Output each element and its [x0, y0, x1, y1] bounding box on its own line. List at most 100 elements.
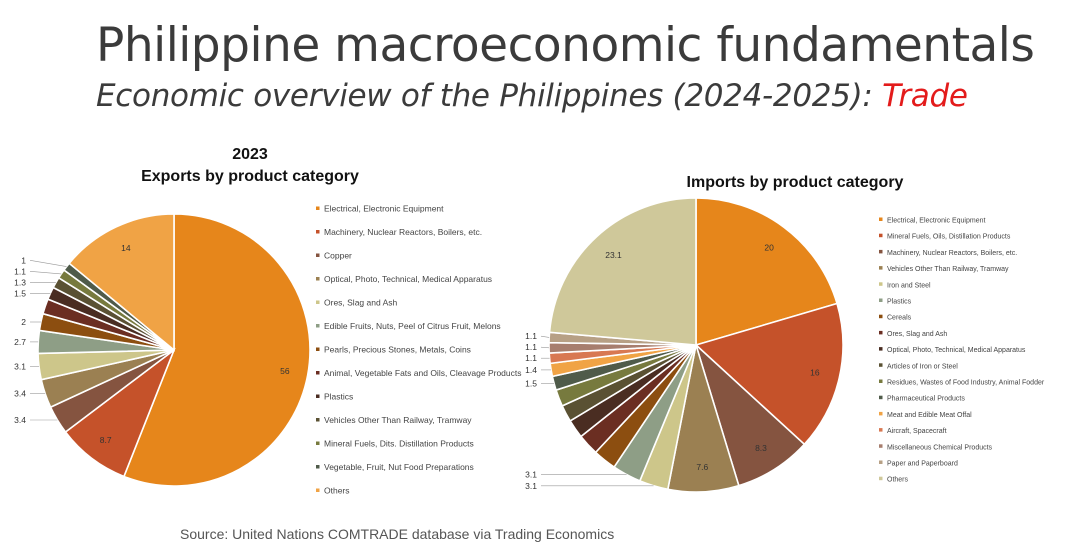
exports-legend-label-13: Others: [324, 486, 350, 496]
exports-data-label-1: 56: [280, 366, 290, 376]
imports-legend-swatch-1: [879, 217, 883, 221]
imports-leader-line-16: [540, 335, 550, 338]
imports-legend-swatch-17: [879, 476, 883, 481]
exports-legend-swatch-12: [316, 465, 320, 469]
exports-legend-swatch-7: [316, 347, 320, 351]
exports-data-label-5: 3.1: [14, 362, 26, 372]
imports-data-label-17: 23.1: [605, 250, 622, 260]
exports-legend-swatch-8: [316, 371, 320, 375]
exports-data-label-3: 3.4: [14, 415, 26, 425]
subtitle-text: Economic overview of the Philippines (20…: [96, 78, 883, 114]
exports-legend-label-2: Machinery, Nuclear Reactors, Boilers, et…: [324, 227, 482, 237]
imports-legend-swatch-7: [879, 314, 883, 319]
imports-slice-17: [548, 197, 697, 346]
imports-legend: Electrical, Electronic Equipment Mineral …: [879, 217, 1045, 484]
exports-legend-label-1: Electrical, Electronic Equipment: [324, 204, 444, 214]
exports-legend-label-3: Copper: [324, 251, 352, 261]
imports-data-label-6: 3.1: [525, 470, 537, 480]
imports-legend-label-11: Residues, Wastes of Food Industry, Anima…: [887, 380, 1045, 387]
imports-legend-swatch-8: [879, 330, 883, 335]
imports-slice-1: [695, 197, 839, 347]
imports-legend-label-7: Cereals: [887, 315, 912, 322]
imports-legend-label-2: Mineral Fuels, Oils, Distillation Produc…: [887, 234, 1011, 241]
exports-legend: Electrical, Electronic Equipment Machiner…: [316, 204, 522, 496]
exports-heading: Exports by product category: [141, 168, 359, 185]
imports-legend-swatch-2: [879, 233, 883, 238]
imports-legend-label-12: Pharmaceutical Products: [887, 396, 965, 403]
imports-data-label-12: 1.5: [525, 378, 537, 388]
exports-legend-swatch-11: [316, 441, 320, 445]
imports-legend-swatch-6: [879, 298, 883, 302]
imports-legend-label-8: Ores, Slag and Ash: [887, 331, 947, 338]
exports-data-label-9: 1.5: [14, 288, 26, 298]
exports-data-label-11: 1.1: [14, 266, 26, 276]
exports-legend-label-9: Plastics: [324, 392, 353, 402]
imports-data-label-16: 1.1: [525, 331, 537, 341]
exports-legend-label-12: Vegetable, Fruit, Nut Food Preparations: [324, 462, 474, 472]
imports-legend-swatch-12: [879, 395, 883, 400]
imports-legend-swatch-14: [879, 428, 883, 432]
exports-legend-swatch-2: [316, 230, 320, 234]
imports-legend-label-13: Meat and Edible Meat Offal: [887, 412, 972, 419]
imports-legend-swatch-13: [879, 411, 883, 416]
exports-legend-swatch-5: [316, 300, 320, 304]
imports-data-label-4: 7.6: [696, 462, 708, 472]
imports-legend-label-6: Plastics: [887, 299, 912, 306]
exports-legend-label-5: Ores, Slag and Ash: [324, 298, 398, 308]
imports-legend-label-10: Articles of Iron or Steel: [887, 363, 958, 370]
exports-legend-label-7: Pearls, Precious Stones, Metals, Coins: [324, 345, 471, 355]
page-subtitle: Economic overview of the Philippines (20…: [96, 78, 968, 114]
exports-leader-line-11: [29, 271, 62, 275]
exports-legend-label-10: Vehicles Other Than Railway, Tramway: [324, 415, 472, 425]
page-title: Philippine macroeconomic fundamentals: [96, 18, 1035, 73]
imports-legend-label-5: Iron and Steel: [887, 282, 931, 289]
imports-legend-label-9: Optical, Photo, Technical, Medical Appar…: [887, 347, 1026, 354]
exports-slice-1: [122, 213, 311, 487]
exports-legend-swatch-6: [316, 324, 320, 328]
imports-legend-label-1: Electrical, Electronic Equipment: [887, 218, 985, 225]
imports-legend-swatch-11: [879, 379, 883, 383]
exports-legend-swatch-1: [316, 206, 320, 210]
exports-data-label-13: 14: [121, 243, 131, 253]
imports-legend-label-3: Machinery, Nuclear Reactors, Boilers, et…: [887, 250, 1017, 257]
exports-legend-swatch-13: [316, 488, 320, 492]
exports-chart-title: 2023 Exports by product category: [120, 144, 380, 188]
imports-data-label-15: 1.1: [525, 342, 537, 352]
imports-legend-swatch-5: [879, 282, 883, 286]
exports-legend-label-8: Animal, Vegetable Fats and Oils, Cleavag…: [324, 368, 522, 378]
exports-legend-swatch-9: [316, 394, 320, 398]
exports-legend-label-11: Mineral Fuels, Dits. Distillation Produc…: [324, 439, 474, 449]
imports-legend-swatch-9: [879, 347, 883, 351]
source-note: Source: United Nations COMTRADE database…: [180, 526, 615, 542]
exports-data-label-12: 1: [21, 255, 26, 265]
imports-data-label-2: 16: [810, 368, 820, 378]
imports-chart-title: Imports by product category: [686, 174, 904, 191]
subtitle-accent: Trade: [882, 78, 968, 114]
imports-data-label-1: 20: [764, 242, 774, 252]
imports-legend-swatch-10: [879, 363, 883, 367]
exports-legend-label-4: Optical, Photo, Technical, Medical Appar…: [324, 274, 492, 284]
exports-legend-swatch-10: [316, 418, 320, 422]
imports-legend-swatch-4: [879, 266, 883, 270]
imports-data-label-13: 1.4: [525, 365, 537, 375]
imports-data-label-5: 3.1: [525, 481, 537, 491]
imports-data-label-3: 8.3: [755, 443, 767, 453]
exports-legend-label-6: Edible Fruits, Nuts, Peel of Citrus Frui…: [324, 321, 501, 331]
exports-data-label-4: 3.4: [14, 389, 26, 399]
imports-legend-label-14: Aircraft, Spacecraft: [887, 428, 947, 435]
imports-data-label-14: 1.1: [525, 353, 537, 363]
imports-legend-swatch-15: [879, 444, 883, 448]
exports-legend-swatch-4: [316, 277, 320, 281]
exports-data-label-2: 8.7: [100, 435, 112, 445]
exports-data-label-10: 1.3: [14, 277, 26, 287]
exports-leader-line-12: [29, 260, 67, 267]
imports-legend-label-15: Miscellaneous Chemical Products: [887, 444, 993, 451]
imports-leader-line-15: [540, 346, 550, 349]
exports-legend-swatch-3: [316, 253, 320, 257]
imports-legend-swatch-3: [879, 249, 883, 254]
imports-legend-label-16: Paper and Paperboard: [887, 461, 958, 468]
exports-data-label-7: 2: [21, 317, 26, 327]
exports-data-label-6: 2.7: [14, 337, 26, 347]
